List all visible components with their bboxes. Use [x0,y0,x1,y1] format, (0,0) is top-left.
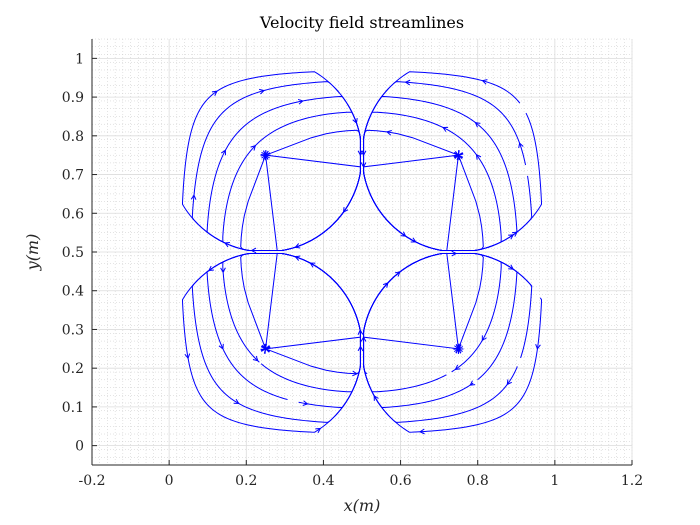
streamline-arrowhead [220,149,226,156]
x-tick-label: 0.2 [235,473,257,489]
y-tick-label: 0.6 [62,206,84,222]
x-tick-label: 0.6 [389,473,411,489]
streamline-arrowhead [360,336,367,342]
streamline-arrowhead [264,154,271,160]
streamline-arrowhead [357,329,364,335]
streamline-arrowhead [294,255,301,261]
streamline-arrowhead [535,343,541,350]
x-tick-label: 1 [550,473,559,489]
streamline-arrowhead [373,394,379,401]
x-tick-label: -0.2 [79,473,106,489]
streamline-arrowhead [259,88,266,95]
y-tick-label: 0.2 [62,361,84,377]
streamline-arrowhead [342,207,349,213]
streamline-arrowhead [352,118,358,125]
y-tick-label: 0.3 [62,322,84,338]
streamline-arrowhead [404,79,411,86]
streamline-arrowhead [481,79,488,85]
streamline-arrowhead [252,355,259,362]
streamline-arrowhead [357,345,364,352]
streamline-arrowhead [220,267,226,274]
x-tick-labels: -0.2 0 0.2 0.4 0.6 0.8 1 1.2 [79,473,644,489]
streamline-arrowhead [190,194,197,200]
axes [91,39,633,466]
y-tick-label: 0 [75,439,84,455]
streamline [181,71,361,251]
streamline-arrowhead [506,379,512,386]
streamline-arrowhead [309,262,316,268]
streamline-arrowhead [454,154,460,161]
streamline-arrowhead [223,242,230,248]
y-tick-label: 0.9 [62,90,84,106]
streamline-arrowhead [418,428,425,435]
streamline-arrowhead [360,150,367,157]
streamline-arrowhead [410,237,417,243]
y-tick-label: 0.8 [62,129,84,145]
streamline-arrowhead [250,247,257,254]
streamline-arrowhead [474,121,481,128]
y-tick-label: 0.7 [62,168,84,184]
x-tick-label: 0 [165,473,174,489]
streamline-arrowhead [250,144,257,151]
y-axis-label: y(m) [23,234,42,272]
y-tick-label: 1 [75,51,84,67]
y-tick-labels: 0 0.1 0.2 0.3 0.4 0.5 0.6 0.7 0.8 0.9 1 [62,51,84,454]
streamline-arrowhead [508,234,515,240]
streamline-arrowhead [352,370,358,377]
streamlines [181,71,543,433]
streamline-arrowhead [208,265,214,272]
streamline-arrowhead [469,380,476,386]
x-tick-label: 0.4 [312,473,334,489]
streamline-arrowhead [454,364,461,370]
streamline [363,253,543,433]
streamline-arrowhead [400,231,407,237]
streamline-arrowhead [382,282,389,288]
streamline-arrowhead [218,343,224,350]
x-tick-label: 1.2 [621,473,643,489]
streamline-arrowhead [233,398,240,404]
streamline-arrowhead [184,353,191,360]
streamline-arrowhead [508,264,515,270]
y-tick-label: 0.5 [62,245,84,261]
y-tick-label: 0.4 [62,284,84,300]
x-tick-label: 0.8 [467,473,489,489]
streamline-arrowhead [264,343,270,350]
streamline-arrowhead [297,98,304,105]
chart-title: Velocity field streamlines [259,13,464,32]
streamline-arrowhead [385,130,392,136]
streamline-arrowhead [518,142,524,149]
streamline-arrowhead [442,126,449,132]
streamline-arrowhead [302,400,309,406]
streamline-arrowhead [211,90,218,96]
x-axis-label: x(m) [344,496,381,515]
streamline [181,253,361,433]
streamline-arrowhead [315,427,322,434]
streamline-arrowhead [360,162,367,168]
streamline [363,71,543,251]
streamline-arrowhead [451,250,458,257]
streamline-arrowhead [294,243,301,249]
streamline-arrows [184,79,541,435]
streamline-arrowhead [481,335,487,342]
streamline-arrowhead [511,231,518,237]
streamline-arrowhead [457,348,464,354]
streamline-arrowhead [475,153,482,160]
y-tick-label: 0.1 [62,400,84,416]
streamline-arrowhead [394,271,401,277]
